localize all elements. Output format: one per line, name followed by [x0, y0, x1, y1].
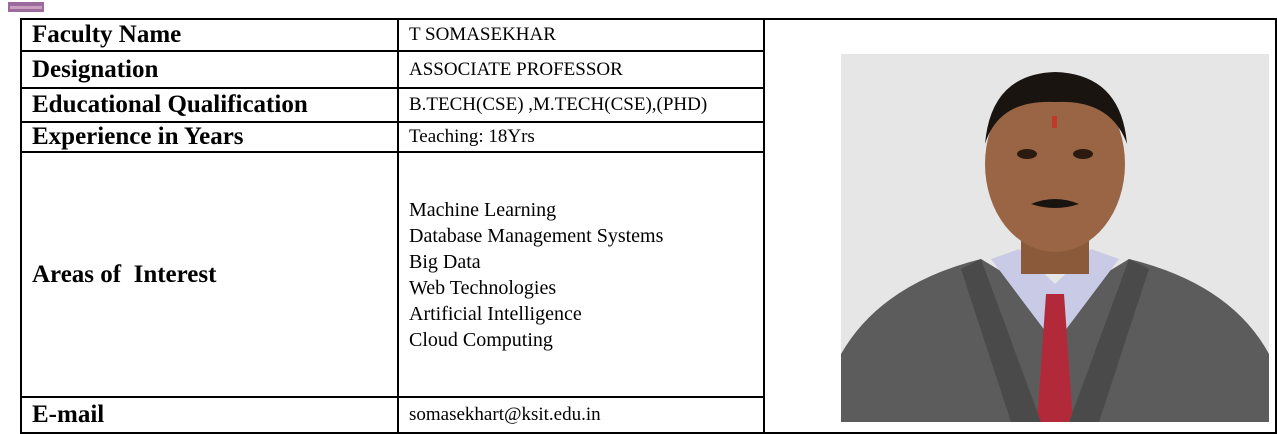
value: Teaching: 18Yrs	[397, 121, 765, 153]
interest-item: Big Data	[409, 250, 481, 273]
photo	[841, 54, 1269, 422]
label: Designation	[20, 50, 399, 89]
interest-item: Cloud Computing	[409, 328, 553, 351]
interest-item: Database Management Systems	[409, 224, 664, 247]
label: E-mail	[20, 396, 399, 434]
label: Faculty Name	[20, 18, 399, 52]
value: ASSOCIATE PROFESSOR	[397, 50, 765, 89]
value: somasekhart@ksit.edu.in	[397, 396, 765, 434]
value: T SOMASEKHAR	[397, 18, 765, 52]
logo	[8, 2, 44, 12]
interest-item: Machine Learning	[409, 198, 557, 221]
areas-list: Machine Learning Database Management Syst…	[397, 151, 765, 398]
value: B.TECH(CSE) ,M.TECH(CSE),(PHD)	[397, 87, 765, 123]
interest-item: Artificial Intelligence	[409, 302, 582, 325]
label: Areas of Interest	[20, 151, 399, 398]
photo-cell	[763, 18, 1277, 434]
label: Educational Qualification	[20, 87, 399, 123]
faculty-table: Faculty Name T SOMASEKHAR Designation AS…	[20, 18, 1277, 434]
label: Experience in Years	[20, 121, 399, 153]
interest-item: Web Technologies	[409, 276, 557, 299]
